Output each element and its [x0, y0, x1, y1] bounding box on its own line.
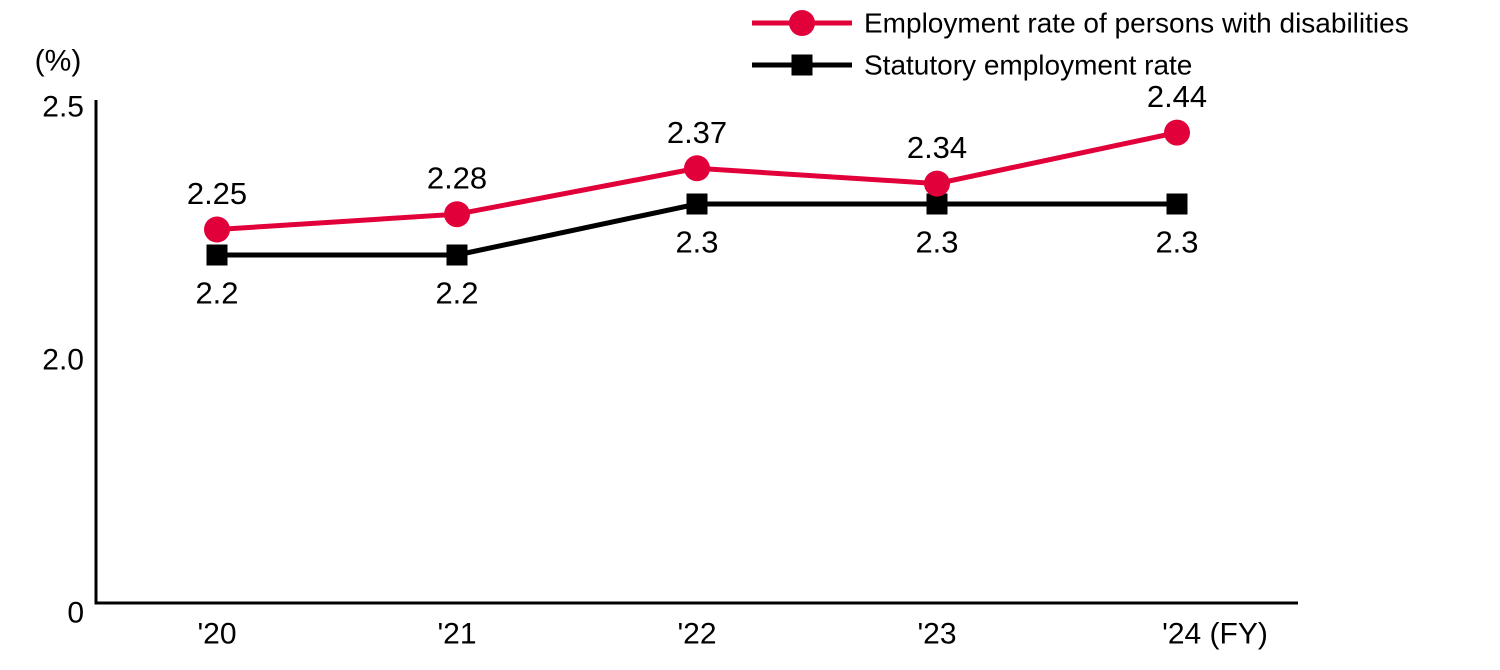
y-axis-unit-label: (%)	[35, 45, 82, 78]
data-point-label: 2.3	[915, 225, 958, 260]
data-point-square	[206, 244, 228, 266]
y-tick-label: 0	[67, 597, 84, 630]
data-point-label: 2.2	[195, 276, 238, 311]
data-point-square	[1166, 193, 1188, 215]
x-tick-label: '20	[197, 618, 236, 651]
data-point-label: 2.2	[435, 276, 478, 311]
data-point-circle	[204, 216, 230, 243]
data-point-label: 2.44	[1147, 79, 1207, 114]
x-tick-label: '22	[677, 618, 716, 651]
data-point-circle	[444, 201, 470, 228]
data-point-label: 2.37	[667, 115, 727, 150]
y-tick-label: 2.5	[42, 91, 84, 124]
y-tick-label: 2.0	[42, 344, 84, 377]
x-tick-label: '21	[437, 618, 476, 651]
legend-label: Employment rate of persons with disabili…	[864, 8, 1409, 39]
data-point-circle	[1164, 119, 1190, 146]
data-point-label: 2.28	[427, 161, 487, 196]
legend-circle-marker-icon	[789, 10, 815, 36]
data-point-circle	[924, 170, 950, 197]
data-point-square	[926, 193, 948, 215]
data-point-label: 2.25	[187, 176, 247, 211]
data-point-square	[686, 193, 708, 215]
legend-square-marker-icon	[791, 54, 813, 76]
data-point-label: 2.3	[675, 225, 718, 260]
x-tick-label: '23	[917, 618, 956, 651]
data-point-label: 2.3	[1155, 225, 1198, 260]
x-tick-label: '24 (FY)	[1162, 618, 1268, 651]
data-point-square	[446, 244, 468, 266]
data-point-circle	[684, 155, 710, 182]
legend-label: Statutory employment rate	[864, 50, 1192, 81]
data-point-label: 2.34	[907, 130, 967, 165]
